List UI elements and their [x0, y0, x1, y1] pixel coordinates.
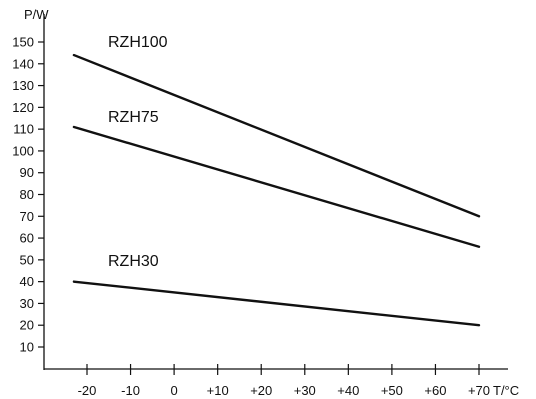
- series-label-rzh30: RZH30: [108, 253, 159, 270]
- y-tick-label: 50: [20, 252, 34, 267]
- series-label-rzh100: RZH100: [108, 34, 168, 51]
- y-axis-title: P/W: [24, 7, 49, 22]
- x-tick-label: +10: [207, 383, 229, 398]
- x-axis-title: T/°C: [493, 383, 519, 398]
- y-tick-label: 60: [20, 231, 34, 246]
- y-ticks: 10 20 30 40 50 60 70 80 90 100 110 120 130 140 150: [12, 35, 44, 355]
- series-lines: [72, 53, 481, 327]
- series-line-rzh30: [72, 280, 481, 327]
- series-labels: RZH100 RZH75 RZH30: [108, 34, 168, 270]
- y-tick-label: 80: [20, 187, 34, 202]
- x-tick-label: +50: [381, 383, 403, 398]
- x-tick-label: +60: [424, 383, 446, 398]
- y-tick-label: 10: [20, 340, 34, 355]
- x-ticks: -20 -10 0 +10 +20 +30 +40 +50 +60 +70: [78, 364, 490, 398]
- y-tick-label: 100: [12, 143, 34, 158]
- y-tick-label: 130: [12, 78, 34, 93]
- x-tick-label: +30: [294, 383, 316, 398]
- y-tick-label: 30: [20, 296, 34, 311]
- y-tick-label: 110: [13, 122, 34, 137]
- y-tick-label: 20: [20, 318, 34, 333]
- y-tick-label: 70: [20, 209, 34, 224]
- y-tick-label: 90: [20, 165, 34, 180]
- y-tick-label: 120: [12, 100, 34, 115]
- y-tick-label: 150: [12, 35, 34, 50]
- y-tick-label: 140: [12, 56, 34, 71]
- y-tick-label: 40: [20, 274, 34, 289]
- series-line-rzh75: [72, 125, 481, 248]
- x-tick-label: +40: [337, 383, 359, 398]
- x-tick-label: +20: [250, 383, 272, 398]
- series-label-rzh75: RZH75: [108, 109, 159, 126]
- x-tick-label: -20: [78, 383, 97, 398]
- x-tick-label: 0: [170, 383, 177, 398]
- x-tick-label: +70: [468, 383, 490, 398]
- x-tick-label: -10: [121, 383, 140, 398]
- series-line-rzh100: [72, 53, 481, 218]
